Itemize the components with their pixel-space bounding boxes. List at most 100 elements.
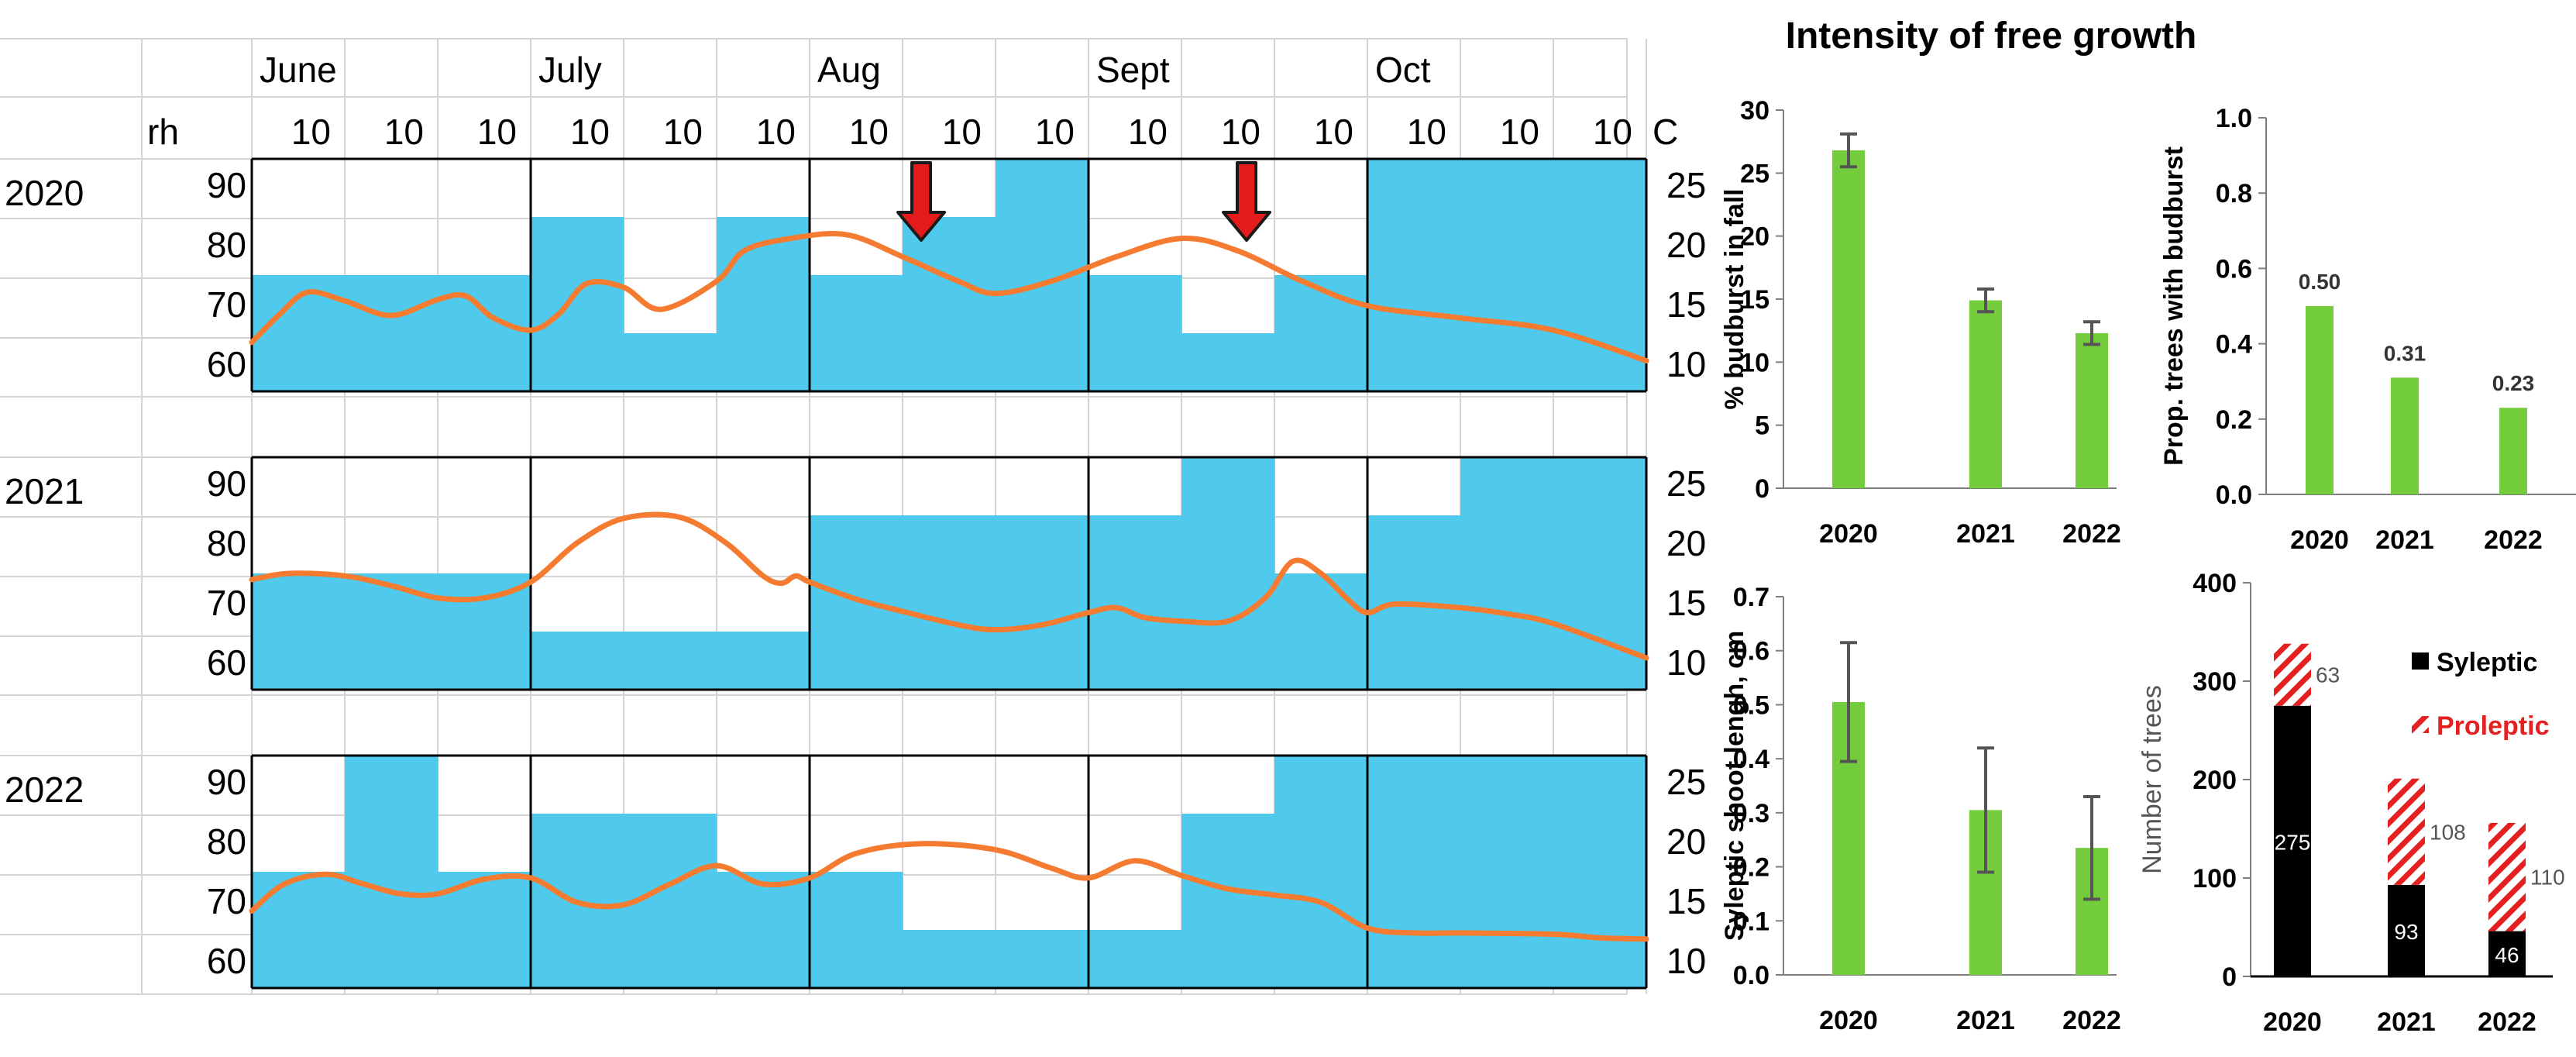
x-tick-label: 2020 xyxy=(2263,1007,2322,1037)
y-axis-label: % budburst in fall xyxy=(1720,188,1749,409)
data-label-syleptic: 275 xyxy=(2275,830,2311,854)
year-panel-2020: 2020 90 80 70 60 25 20 15 10 xyxy=(5,157,1706,393)
x-tick-label: 2021 xyxy=(2377,1007,2436,1037)
temp-tick-label: 20 xyxy=(1666,523,1706,563)
temp-axis-label: C xyxy=(1653,112,1678,152)
temp-tick-label: 10 xyxy=(1666,941,1706,981)
y-tick-label: 0.6 xyxy=(2216,254,2252,284)
y-tick-label: 0.4 xyxy=(2216,330,2252,360)
dekad-label: 10 xyxy=(942,112,982,152)
data-label-proleptic: 110 xyxy=(2530,866,2565,890)
y-tick-label: 100 xyxy=(2193,864,2237,893)
bar-chart-2: 0.0 0.2 0.4 0.6 0.8 1.0 Prop. trees with budbu… xyxy=(2159,104,2576,555)
temp-tick-label: 20 xyxy=(1666,225,1706,265)
y-tick-label: 10 xyxy=(1740,348,1769,377)
year-label: 2020 xyxy=(5,173,84,213)
dekad-label: 10 xyxy=(291,112,331,152)
climate-panel: June July Aug Sept Oct rh 10 10 10 10 10 10 10 10 10 10… xyxy=(0,38,1706,995)
y-tick-label: 0.2 xyxy=(2216,405,2252,435)
year-panel-2022: 2022 90 80 70 60 25 20 15 10 xyxy=(5,754,1706,990)
data-label: 0.23 xyxy=(2492,371,2535,395)
rh-tick-label: 70 xyxy=(207,583,246,623)
y-tick-label: 0.0 xyxy=(1733,961,1769,990)
dekad-label: 10 xyxy=(1221,112,1260,152)
rh-tick-label: 60 xyxy=(207,941,246,981)
month-label: Aug xyxy=(817,50,881,90)
bar xyxy=(2306,306,2334,494)
rh-tick-label: 90 xyxy=(207,165,246,205)
dekad-label: 10 xyxy=(1593,112,1632,152)
temp-tick-label: 20 xyxy=(1666,821,1706,862)
data-label-syleptic: 46 xyxy=(2495,943,2519,967)
y-tick-label: 0.7 xyxy=(1733,583,1769,612)
y-tick-label: 400 xyxy=(2193,569,2237,598)
dekad-label: 10 xyxy=(1314,112,1353,152)
rh-bar xyxy=(810,515,903,690)
rh-bar xyxy=(810,275,903,391)
temperature-line xyxy=(249,841,1649,942)
x-tick-label: 2022 xyxy=(2478,1007,2536,1037)
rh-bar xyxy=(1181,814,1275,988)
rh-tick-label: 60 xyxy=(207,344,246,384)
year-label: 2021 xyxy=(5,471,84,511)
temp-tick-label: 10 xyxy=(1666,642,1706,683)
red-down-arrow xyxy=(1222,161,1271,242)
year-panel-2021: 2021 90 80 70 60 25 20 15 10 xyxy=(5,456,1706,691)
legend: Syleptic Proleptic xyxy=(2412,648,2549,741)
rh-bar xyxy=(1460,159,1554,391)
rh-bar xyxy=(531,632,624,690)
rh-bar xyxy=(531,217,624,391)
temp-tick-label: 25 xyxy=(1666,463,1706,504)
rh-bar xyxy=(717,872,810,988)
y-tick-label: 0.6 xyxy=(1733,637,1769,666)
data-label: 0.50 xyxy=(2299,270,2341,294)
rh-bar xyxy=(252,872,346,988)
bar-proleptic xyxy=(2274,643,2311,706)
dekad-label: 10 xyxy=(849,112,889,152)
rh-tick-label: 80 xyxy=(207,523,246,563)
y-tick-label: 20 xyxy=(1740,222,1769,252)
temp-tick-label: 25 xyxy=(1666,762,1706,802)
rh-bar xyxy=(1089,515,1182,690)
bar xyxy=(1969,300,2002,488)
legend-label-syleptic: Syleptic xyxy=(2437,648,2537,677)
x-tick-label: 2021 xyxy=(1956,1006,2015,1035)
rh-axis-label: rh xyxy=(147,112,179,152)
bar-chart-1: 0 5 10 15 20 25 30 % budburst in fall 2020 2021 20… xyxy=(1720,96,2121,549)
y-axis-label: Number of trees xyxy=(2137,685,2167,874)
y-tick-label: 0 xyxy=(1755,474,1769,504)
rh-bar xyxy=(1367,159,1461,391)
dekad-label: 10 xyxy=(570,112,610,152)
rh-bar xyxy=(624,333,717,391)
legend-swatch-syleptic xyxy=(2412,652,2429,670)
rh-bar xyxy=(1274,275,1368,391)
y-tick-label: 25 xyxy=(1740,159,1769,188)
y-axis-label: Prop. trees with budburst xyxy=(2159,146,2189,466)
y-axis-label: Syleptic shoot lengh, cm xyxy=(1720,631,1749,942)
x-tick-label: 2021 xyxy=(1956,519,2015,549)
x-tick-label: 2020 xyxy=(1819,1006,1878,1035)
rh-bar xyxy=(903,930,996,988)
y-tick-label: 0.2 xyxy=(1733,853,1769,883)
rh-tick-label: 90 xyxy=(207,463,246,504)
legend-swatch-proleptic xyxy=(2412,716,2429,733)
y-tick-label: 300 xyxy=(2193,667,2237,697)
rh-tick-label: 80 xyxy=(207,225,246,265)
rh-bar xyxy=(438,573,531,690)
y-tick-label: 1.0 xyxy=(2216,104,2252,133)
bar xyxy=(2391,377,2419,494)
temperature-line xyxy=(249,511,1649,661)
rh-tick-label: 90 xyxy=(207,762,246,802)
rh-bar xyxy=(252,573,346,690)
bar-chart-panel: 0 5 10 15 20 25 30 % budburst in fall 2020 2021 20… xyxy=(1720,96,2576,1037)
figure-title: Intensity of free growth xyxy=(1786,15,2197,57)
rh-bar xyxy=(903,515,996,690)
rh-bar xyxy=(717,632,810,690)
month-label: Oct xyxy=(1375,50,1431,90)
y-tick-label: 0.1 xyxy=(1733,907,1769,936)
dekad-label: 10 xyxy=(1128,112,1168,152)
y-tick-label: 5 xyxy=(1755,411,1769,441)
x-tick-label: 2022 xyxy=(2484,525,2543,555)
bar-chart-3: 0.0 0.1 0.2 0.3 0.4 0.5 0.6 0.7 Syleptic shoot l… xyxy=(1720,583,2121,1035)
